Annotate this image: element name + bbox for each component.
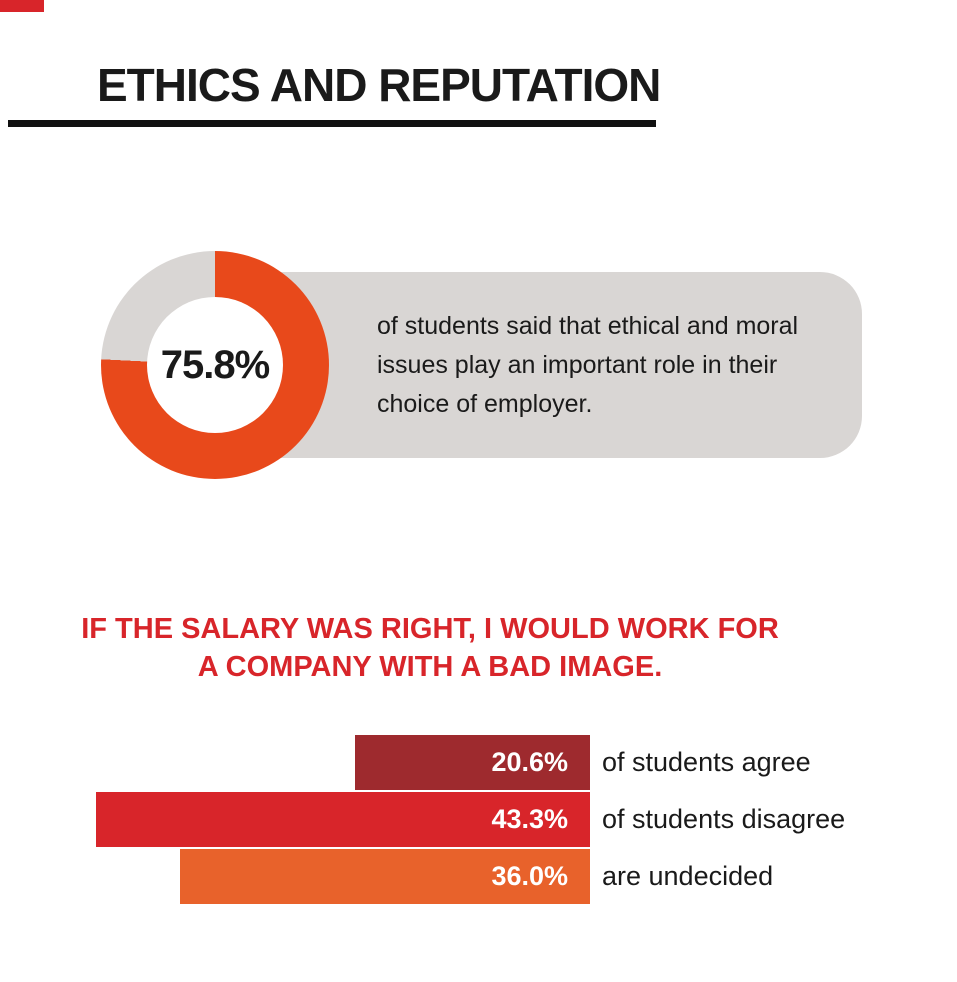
bar-undecided: 36.0% — [180, 849, 590, 904]
page-title: ETHICS AND REPUTATION — [97, 59, 661, 111]
bar-row-undecided: 36.0% are undecided — [0, 849, 957, 904]
bar-row-disagree: 43.3% of students disagree — [0, 792, 957, 847]
corner-accent-bar — [0, 0, 44, 12]
donut-hole: 75.8% — [147, 297, 283, 433]
bar-caption-undecided: are undecided — [602, 861, 774, 891]
bar-track: 20.6% — [0, 735, 590, 790]
bar-chart-heading-line-2: A COMPANY WITH A BAD IMAGE. — [197, 651, 663, 683]
bar-value-label: 43.3% — [491, 804, 568, 834]
donut-percent-label: 75.8% — [160, 342, 270, 387]
bar-disagree: 43.3% — [96, 792, 590, 847]
donut-chart: 75.8% — [101, 251, 329, 479]
donut-description-text: of students said that ethical and moral … — [377, 312, 799, 418]
bar-track: 43.3% — [0, 792, 590, 847]
bar-chart-heading-line-1: IF THE SALARY WAS RIGHT, I WOULD WORK FO… — [81, 613, 779, 645]
bar-chart-heading: IF THE SALARY WAS RIGHT, I WOULD WORK FO… — [60, 610, 800, 686]
bar-value-label: 20.6% — [491, 747, 568, 777]
bar-agree: 20.6% — [355, 735, 590, 790]
title-underline — [8, 120, 656, 127]
bar-row-agree: 20.6% of students agree — [0, 735, 957, 790]
bar-value-label: 36.0% — [491, 861, 568, 891]
bar-track: 36.0% — [0, 849, 590, 904]
bar-caption-agree: of students agree — [602, 747, 811, 777]
bar-caption-disagree: of students disagree — [602, 804, 846, 834]
